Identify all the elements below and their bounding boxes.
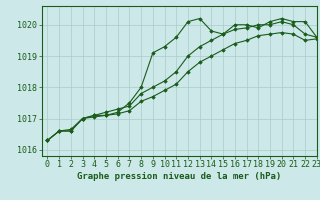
- X-axis label: Graphe pression niveau de la mer (hPa): Graphe pression niveau de la mer (hPa): [77, 172, 281, 181]
